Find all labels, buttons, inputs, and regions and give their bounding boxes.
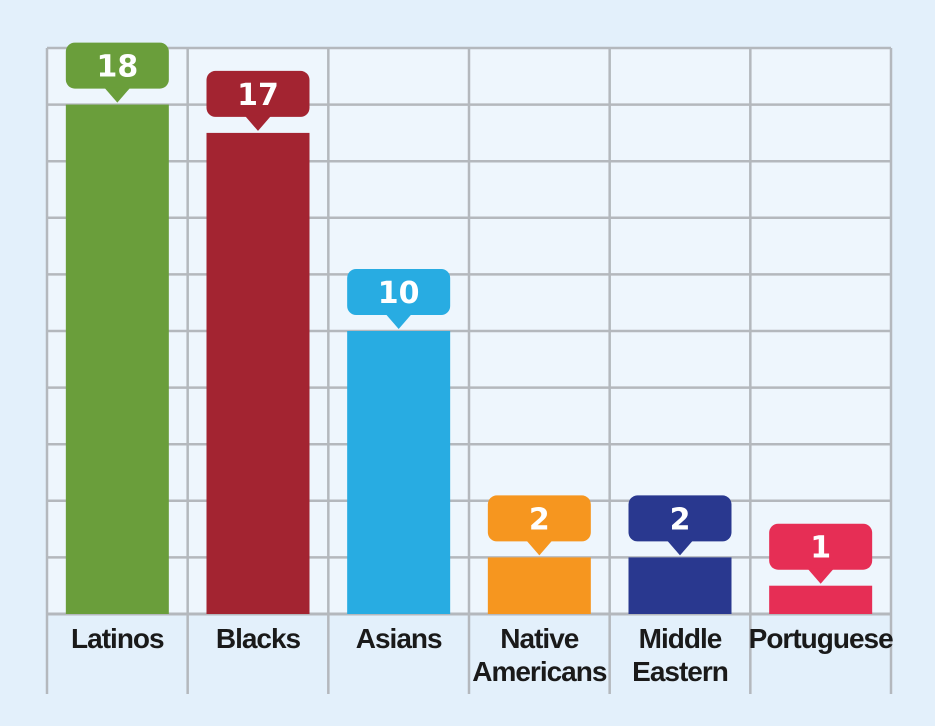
callout-bubble bbox=[487, 495, 591, 542]
category-label: Latinos bbox=[71, 623, 164, 654]
callout-pointer bbox=[667, 540, 693, 556]
grid bbox=[45, 46, 893, 694]
category-label-line: Blacks bbox=[216, 623, 301, 654]
value-callout: 18 bbox=[65, 42, 169, 103]
bars bbox=[65, 104, 873, 614]
value-label: 18 bbox=[96, 50, 138, 85]
callout-bubble bbox=[628, 495, 732, 542]
category-label-line: Eastern bbox=[632, 656, 728, 687]
value-callout: 2 bbox=[487, 495, 591, 556]
value-label: 1 bbox=[810, 531, 831, 566]
bar bbox=[769, 585, 873, 614]
category-labels: Latinos Blacks Asians Native Americans Middle… bbox=[71, 623, 894, 687]
bar bbox=[628, 557, 732, 614]
callout-bubble bbox=[206, 70, 310, 117]
callout-pointer bbox=[526, 540, 553, 556]
bar bbox=[206, 132, 310, 614]
value-label: 17 bbox=[237, 78, 279, 113]
callout-pointer bbox=[807, 568, 834, 584]
category-label-line: Americans bbox=[472, 656, 607, 687]
value-callout: 17 bbox=[206, 70, 310, 131]
bar bbox=[65, 104, 169, 614]
value-label: 2 bbox=[529, 502, 550, 537]
value-callouts: 18 17 10 2 2 1 bbox=[65, 42, 873, 584]
callout-pointer bbox=[385, 314, 412, 329]
category-label-line: Middle bbox=[639, 623, 722, 654]
category-label-line: Native bbox=[500, 623, 578, 654]
callout-pointer bbox=[245, 115, 271, 131]
bar bbox=[487, 557, 591, 614]
callout-bubble bbox=[347, 269, 451, 315]
category-label: Blacks bbox=[216, 623, 301, 654]
value-callout: 1 bbox=[769, 523, 873, 584]
callout-bubble bbox=[65, 42, 169, 89]
value-callout: 2 bbox=[628, 495, 732, 556]
value-callout: 10 bbox=[347, 269, 451, 329]
value-label: 10 bbox=[378, 276, 420, 311]
category-label: Native Americans bbox=[472, 623, 607, 687]
value-label: 2 bbox=[670, 502, 691, 537]
category-label-line: Asians bbox=[356, 623, 442, 654]
category-label-line: Latinos bbox=[71, 623, 164, 654]
category-label: Asians bbox=[356, 623, 442, 654]
category-label: Portuguese bbox=[749, 623, 893, 654]
callout-pointer bbox=[104, 87, 131, 103]
category-label: Middle Eastern bbox=[632, 623, 728, 687]
category-label-line: Portuguese bbox=[749, 623, 893, 654]
callout-bubble bbox=[769, 523, 873, 570]
bar bbox=[347, 331, 451, 614]
